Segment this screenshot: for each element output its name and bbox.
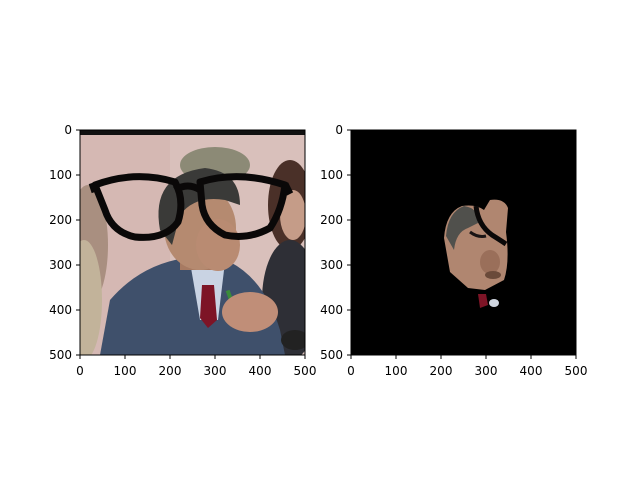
left-image-panel: 0 100 200 300 400 500 0 100 200 300 400 … bbox=[49, 123, 317, 378]
right-y-ticks bbox=[347, 129, 351, 356]
left-axes-frame bbox=[79, 129, 306, 356]
left-y-tick-label: 0 bbox=[64, 123, 72, 137]
left-x-tick-label: 0 bbox=[76, 364, 84, 378]
left-y-ticks bbox=[76, 129, 80, 356]
left-y-tick-label: 100 bbox=[49, 168, 72, 182]
left-hand bbox=[222, 292, 278, 332]
right-y-tick-label: 400 bbox=[320, 303, 343, 317]
left-y-tick-label: 400 bbox=[49, 303, 72, 317]
right-x-tick-label: 300 bbox=[475, 364, 498, 378]
glasses-overlay bbox=[88, 173, 294, 241]
right-y-tick-label: 100 bbox=[320, 168, 343, 182]
left-photo-top-bar bbox=[80, 130, 305, 135]
left-y-tick-label: 300 bbox=[49, 258, 72, 272]
right-x-tick-label: 100 bbox=[385, 364, 408, 378]
left-x-tick-label: 200 bbox=[159, 364, 182, 378]
right-axes-frame bbox=[350, 129, 577, 356]
left-suit bbox=[100, 258, 285, 355]
right-x-tick-label: 400 bbox=[520, 364, 543, 378]
right-x-tick-label: 500 bbox=[565, 364, 588, 378]
right-y-tick-label: 200 bbox=[320, 213, 343, 227]
left-x-ticks bbox=[79, 355, 306, 359]
right-x-tick-label: 0 bbox=[347, 364, 355, 378]
right-x-tick-label: 200 bbox=[430, 364, 453, 378]
right-y-tick-label: 500 bbox=[320, 348, 343, 362]
left-x-tick-label: 400 bbox=[249, 364, 272, 378]
right-glasses-fragment bbox=[473, 205, 508, 247]
right-image-panel: 0 100 200 300 400 500 0 100 200 300 400 … bbox=[320, 123, 587, 378]
right-tie-fragment bbox=[478, 294, 488, 308]
right-x-ticks bbox=[350, 355, 577, 359]
left-x-tick-label: 500 bbox=[294, 364, 317, 378]
left-tie bbox=[200, 285, 217, 328]
right-y-tick-label: 0 bbox=[335, 123, 343, 137]
left-y-tick-label: 200 bbox=[49, 213, 72, 227]
left-x-tick-label: 100 bbox=[114, 364, 137, 378]
left-y-tick-label: 500 bbox=[49, 348, 72, 362]
left-x-tick-label: 300 bbox=[204, 364, 227, 378]
right-y-tick-label: 300 bbox=[320, 258, 343, 272]
